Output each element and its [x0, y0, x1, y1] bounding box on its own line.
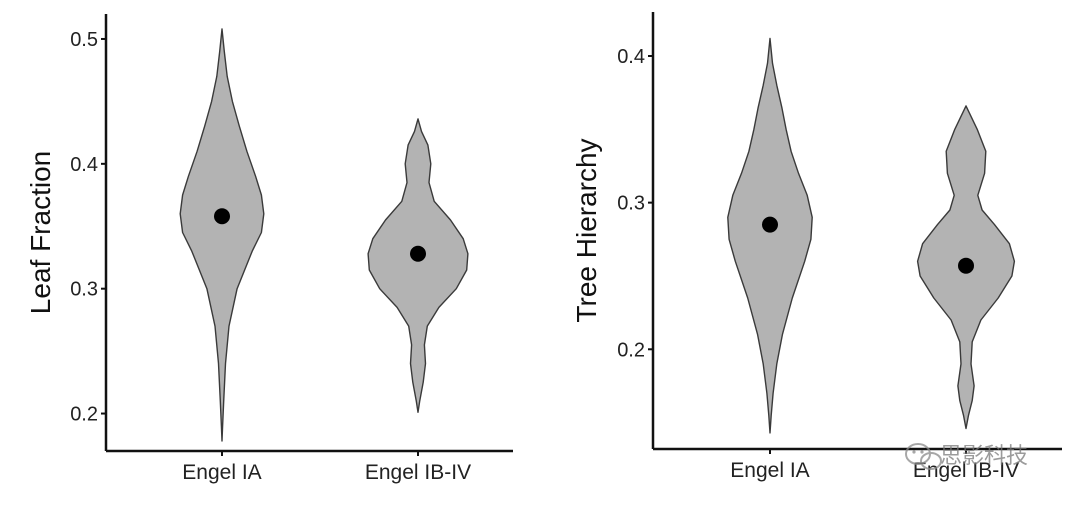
mean-point-0 — [214, 208, 230, 225]
mean-point-0 — [762, 216, 778, 233]
x-category-label: Engel IB-IV — [365, 461, 471, 484]
y-tick-label: 0.4 — [70, 154, 98, 176]
violin-1 — [367, 118, 469, 413]
y-tick-label: 0.4 — [617, 46, 645, 68]
wechat-icon — [905, 443, 942, 470]
watermark-text: 思影科技 — [940, 444, 1028, 469]
y-tick-label: 0.5 — [70, 29, 98, 51]
y-tick-label: 0.3 — [617, 193, 645, 215]
mean-point-1 — [958, 257, 974, 274]
violin-0 — [727, 37, 813, 434]
y-tick-label: 0.2 — [70, 404, 98, 426]
x-category-label: Engel IA — [182, 461, 261, 484]
mean-point-1 — [410, 245, 426, 262]
leaf-fraction-panel: 0.2 0.3 0.4 0.5 Engel IA Engel IB-IV Leaf Frac… — [25, 14, 513, 484]
violin-0 — [179, 28, 265, 442]
watermark: 思影科技 — [905, 443, 1028, 470]
y-axis-title: Tree Hierarchy — [571, 138, 602, 322]
y-tick-label: 0.3 — [70, 279, 98, 301]
y-tick-label: 0.2 — [617, 339, 645, 361]
y-axis-title: Leaf Fraction — [25, 151, 56, 314]
x-category-label: Engel IA — [730, 459, 809, 482]
